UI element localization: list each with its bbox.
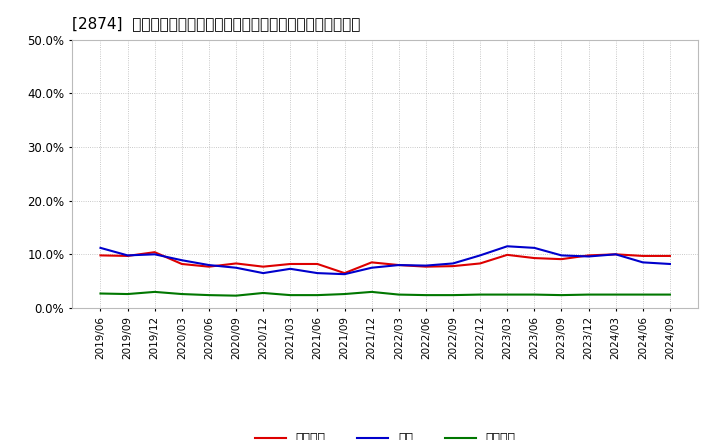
Line: 買入債務: 買入債務 <box>101 292 670 296</box>
在庫 <box>367 265 376 270</box>
売上債権 <box>204 264 213 269</box>
売上債権 <box>286 261 294 267</box>
売上債権 <box>665 253 674 259</box>
売上債権 <box>341 271 349 276</box>
買入債務 <box>178 291 186 297</box>
買入債務 <box>530 292 539 297</box>
在庫 <box>259 271 268 276</box>
買入債務 <box>421 293 430 298</box>
買入債務 <box>313 293 322 298</box>
売上債権 <box>449 264 457 269</box>
在庫 <box>476 253 485 258</box>
在庫 <box>421 263 430 268</box>
売上債権 <box>178 261 186 267</box>
買入債務 <box>395 292 403 297</box>
買入債務 <box>259 290 268 296</box>
買入債務 <box>341 291 349 297</box>
買入債務 <box>204 293 213 298</box>
売上債権 <box>232 261 240 266</box>
在庫 <box>313 271 322 276</box>
在庫 <box>584 254 593 259</box>
売上債権 <box>639 253 647 259</box>
在庫 <box>204 262 213 268</box>
Line: 売上債権: 売上債権 <box>101 252 670 273</box>
買入債務 <box>449 293 457 298</box>
買入債務 <box>665 292 674 297</box>
売上債権 <box>503 252 511 257</box>
買入債務 <box>286 293 294 298</box>
売上債権 <box>557 257 566 262</box>
在庫 <box>150 252 159 257</box>
売上債権 <box>584 253 593 258</box>
売上債権 <box>150 249 159 255</box>
売上債権 <box>530 256 539 261</box>
売上債権 <box>367 260 376 265</box>
在庫 <box>639 260 647 265</box>
在庫 <box>232 265 240 270</box>
在庫 <box>611 252 620 257</box>
在庫 <box>530 245 539 250</box>
買入債務 <box>232 293 240 298</box>
売上債権 <box>421 264 430 269</box>
在庫 <box>341 271 349 277</box>
在庫 <box>286 266 294 271</box>
在庫 <box>96 245 105 250</box>
買入債務 <box>503 292 511 297</box>
買入債務 <box>123 291 132 297</box>
買入債務 <box>367 289 376 294</box>
在庫 <box>449 261 457 266</box>
売上債権 <box>313 261 322 267</box>
売上債権 <box>611 252 620 257</box>
買入債務 <box>557 293 566 298</box>
買入債務 <box>96 291 105 296</box>
買入債務 <box>611 292 620 297</box>
買入債務 <box>584 292 593 297</box>
売上債権 <box>96 253 105 258</box>
在庫 <box>123 253 132 258</box>
売上債権 <box>476 261 485 266</box>
Line: 在庫: 在庫 <box>101 246 670 274</box>
買入債務 <box>150 289 159 294</box>
在庫 <box>178 257 186 263</box>
売上債権 <box>123 253 132 259</box>
買入債務 <box>639 292 647 297</box>
買入債務 <box>476 292 485 297</box>
在庫 <box>557 253 566 258</box>
Text: [2874]  売上債権、在庫、買入債務の総資産に対する比率の推移: [2874] 売上債権、在庫、買入債務の総資産に対する比率の推移 <box>72 16 361 32</box>
Legend: 売上債権, 在庫, 買入債務: 売上債権, 在庫, 買入債務 <box>250 427 521 440</box>
売上債権 <box>259 264 268 269</box>
売上債権 <box>395 262 403 268</box>
在庫 <box>503 244 511 249</box>
在庫 <box>395 262 403 268</box>
在庫 <box>665 261 674 267</box>
